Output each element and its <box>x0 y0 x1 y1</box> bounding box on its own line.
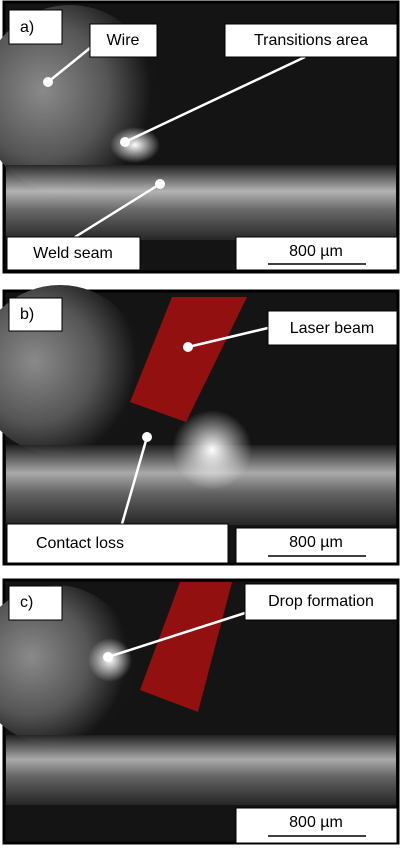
panel-label: a) <box>20 19 34 36</box>
pointer-dot <box>183 342 193 352</box>
panel-label-box <box>9 10 62 44</box>
annotation: Contact loss <box>36 535 124 552</box>
annotation: Laser beam <box>290 320 375 337</box>
highlight <box>110 127 160 163</box>
panel-c: c) Drop formation 800 µm <box>0 580 398 843</box>
panel-label-box <box>9 298 62 331</box>
annotation: Drop formation <box>268 593 374 610</box>
scale-bar-label: 800 µm <box>289 814 343 831</box>
scale-bar-label: 800 µm <box>289 534 343 551</box>
panel-label: c) <box>20 594 33 611</box>
panel-label-box <box>9 586 62 620</box>
panel-label: b) <box>20 306 34 323</box>
annotation: Weld seam <box>33 245 113 262</box>
pointer-dot <box>120 137 130 147</box>
pointer-dot <box>142 432 152 442</box>
panel-a: a) Wire Transitions area Weld seam 800 µ… <box>0 2 398 272</box>
scale-bar-label: 800 µm <box>289 243 343 260</box>
highlight <box>172 410 252 490</box>
annotation: Wire <box>107 32 140 49</box>
pointer-dot <box>155 179 165 189</box>
annotation: Transitions area <box>254 32 368 49</box>
page: a) Wire Transitions area Weld seam 800 µ… <box>0 0 400 845</box>
figure: a) Wire Transitions area Weld seam 800 µ… <box>0 0 400 845</box>
pointer-dot <box>43 77 53 87</box>
pointer-dot <box>103 652 113 662</box>
seam-shape <box>6 735 396 805</box>
seam-shape <box>6 165 396 240</box>
panel-b: b) Laser beam Contact loss 800 µm <box>0 285 398 564</box>
